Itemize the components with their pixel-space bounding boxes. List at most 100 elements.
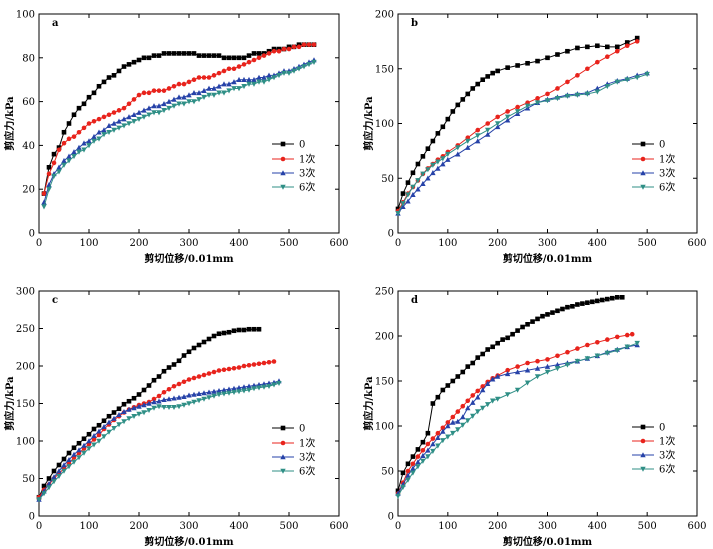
data-point: [271, 75, 277, 81]
data-point: [156, 88, 162, 93]
data-point: [450, 414, 456, 420]
data-point: [236, 327, 242, 333]
data-point: [475, 388, 481, 394]
y-tick-label: 250: [16, 324, 35, 335]
chart-panel-c: 0 100 200 300 400 500 600 0 50 100 150 200 250 300 剪切位…: [3, 287, 349, 549]
legend-label: 6次: [659, 463, 675, 476]
data-point: [415, 178, 421, 184]
data-point: [106, 129, 112, 136]
legend-marker: [640, 156, 646, 162]
data-point: [535, 58, 540, 64]
data-point: [535, 96, 540, 101]
data-point: [86, 143, 92, 149]
data-point: [524, 367, 531, 373]
data-point: [181, 81, 187, 87]
data-point: [555, 353, 560, 359]
y-tick-label: 50: [22, 474, 35, 485]
data-point: [131, 97, 137, 102]
data-point: [206, 75, 212, 80]
data-point: [116, 406, 122, 412]
data-point: [91, 133, 97, 139]
data-point: [555, 308, 560, 314]
data-point: [555, 86, 560, 91]
data-point: [460, 422, 466, 428]
data-point: [544, 369, 551, 375]
data-point: [231, 389, 237, 396]
data-point: [161, 368, 167, 374]
data-point: [465, 418, 471, 424]
series-3: [395, 340, 640, 499]
x-tick-label: 200: [488, 238, 507, 249]
y-tick-label: 0: [29, 229, 35, 240]
data-point: [66, 121, 72, 126]
data-point: [570, 304, 575, 309]
data-point: [206, 53, 212, 58]
plot-frame: [397, 290, 698, 517]
y-tick-label: 150: [375, 377, 394, 388]
data-point: [216, 53, 222, 58]
data-point: [515, 364, 520, 369]
data-point: [46, 171, 52, 177]
data-point: [505, 109, 510, 114]
data-point: [216, 331, 222, 337]
data-point: [196, 374, 202, 379]
data-point: [246, 59, 252, 65]
x-axis-title: 剪切位移/0.01mm: [503, 252, 593, 265]
series-3: [395, 71, 650, 217]
y-axis-title: 剪应力/kPa: [362, 96, 375, 151]
data-point: [430, 436, 436, 441]
data-point: [271, 48, 277, 54]
data-point: [420, 180, 426, 187]
data-point: [241, 384, 247, 390]
data-point: [61, 468, 67, 474]
data-point: [156, 404, 162, 410]
data-point: [106, 112, 112, 118]
y-tick-label: 200: [375, 10, 394, 21]
data-point: [166, 105, 172, 111]
data-point: [504, 114, 511, 120]
data-point: [161, 100, 167, 107]
data-point: [71, 134, 77, 139]
data-point: [545, 312, 550, 317]
data-point: [524, 103, 531, 109]
series-3: [41, 59, 317, 210]
data-point: [206, 92, 212, 98]
data-point: [435, 159, 441, 165]
data-point: [505, 367, 510, 373]
data-point: [61, 462, 67, 468]
data-point: [71, 451, 77, 457]
data-point: [86, 431, 92, 437]
data-point: [206, 395, 212, 401]
data-point: [116, 411, 122, 418]
series-line: [397, 72, 648, 214]
data-point: [514, 109, 521, 115]
data-point: [136, 57, 142, 63]
data-point: [605, 44, 610, 50]
legend-marker: [640, 424, 646, 430]
data-point: [56, 169, 62, 175]
series-3: [36, 380, 282, 503]
data-point: [256, 326, 262, 332]
data-point: [530, 319, 535, 324]
data-point: [76, 440, 82, 446]
data-point: [181, 393, 187, 400]
data-point: [191, 99, 197, 105]
y-tick-label: 100: [375, 422, 394, 433]
data-point: [475, 394, 481, 400]
data-point: [494, 121, 501, 127]
data-point: [96, 129, 102, 135]
data-point: [594, 89, 601, 95]
data-point: [171, 51, 177, 56]
data-point: [196, 53, 202, 58]
data-point: [216, 70, 222, 76]
data-point: [425, 454, 431, 460]
data-point: [524, 380, 531, 386]
data-point: [201, 339, 207, 345]
data-point: [186, 377, 192, 382]
data-point: [405, 461, 411, 467]
x-tick-label: 300: [179, 238, 198, 249]
data-point: [156, 398, 162, 404]
data-point: [400, 470, 406, 476]
data-point: [231, 66, 237, 72]
